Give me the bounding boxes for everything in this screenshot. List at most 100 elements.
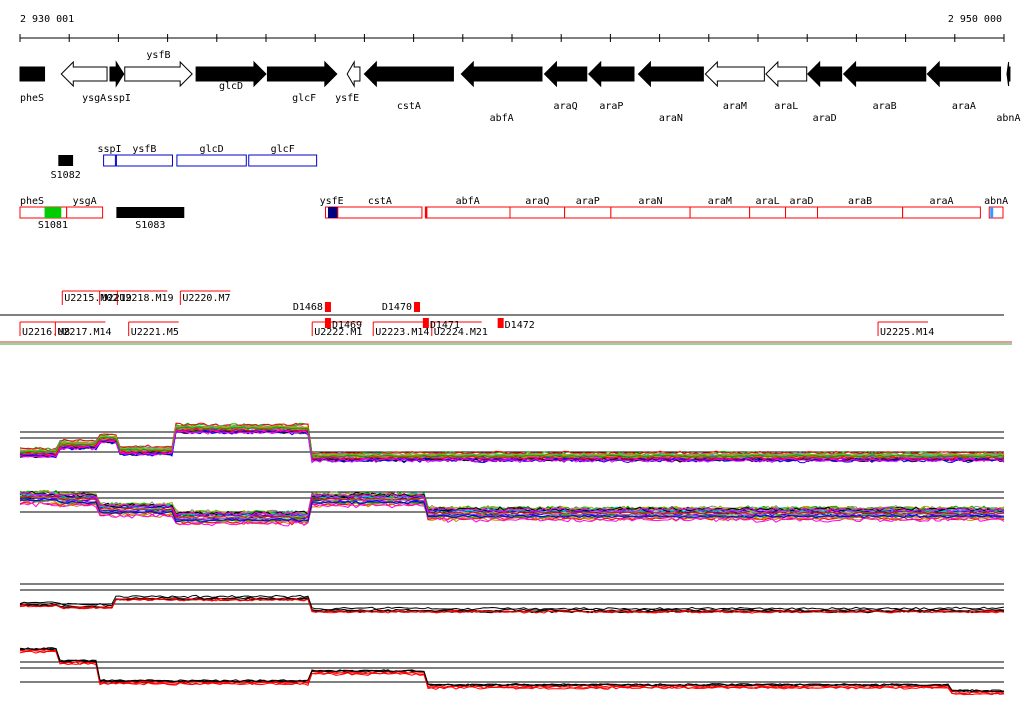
gene-arrow-ysfE [346,60,361,88]
red-box-araM [689,206,751,219]
gene-arrow-abfA [460,60,543,88]
profile-panel-2-curve [19,495,1005,519]
gene-arrow-araL [765,60,808,88]
profile-panel-3-curve [19,594,1005,611]
red-box-araD [785,206,819,219]
gene-arrow-pheS [19,66,46,82]
gene-arrow-track: pheS ysgA sspI ysfB glcD glcF ysfE cstA abfA araQ… [19,50,1020,124]
feature-S1083 [116,207,185,218]
red-box-araQ [509,206,566,219]
gene-label-araN: araN [659,113,683,124]
red-box-araL [749,206,787,219]
gene-arrow-araB [842,60,927,88]
d-marker-label-D1470: D1470 [382,302,412,313]
gene-label-abfA: abfA [490,113,514,124]
red-box-label-araA: araA [929,196,953,207]
red-box-ysgA [66,206,104,219]
red-box-label-pheS: pheS [20,196,44,207]
blue-box-glcF [248,154,318,167]
d-marker-D1472 [497,318,504,328]
gene-label-ysfB: ysfB [146,50,170,61]
transcript-label-U2221.M5: U2221.M5 [131,327,179,338]
profile-panel-2-curve [19,501,1005,527]
gene-label-cstA: cstA [397,101,421,112]
profile-panel-2-curve [19,498,1005,523]
gene-label-araP: araP [599,101,623,112]
red-box-araP [564,206,612,219]
transcript-label-U2215.M02: U2215.M02 [64,293,118,304]
red-box-label-araD: araD [789,196,813,207]
blue-box-ysfB [115,154,173,167]
profile-panel-4-curve [19,649,1005,696]
red-box-label-araB: araB [848,196,872,207]
transcript-label-U2224.M21: U2224.M21 [434,327,488,338]
d-marker-D1469 [324,318,331,328]
red-box-abfA [424,206,511,219]
profile-panel-4-curve [19,647,1005,693]
transcript-label-U2217.M14: U2217.M14 [57,327,111,338]
gene-arrow-araQ [543,60,588,88]
gene-label-glcD: glcD [219,81,243,92]
gene-arrow-cstA [363,60,454,88]
d-marker-label-D1471: D1471 [430,320,460,331]
lightblue-fill [990,207,994,218]
gene-arrow-araN [637,60,704,88]
profile-panel-1-curve [19,422,1005,456]
transcript-label-U2220.M7: U2220.M7 [182,293,230,304]
profile-panel-4-curve [19,648,1005,694]
gene-arrow-ysgA [60,60,108,88]
gene-label-araD: araD [813,113,837,124]
gene-label-ysgA: ysgA [82,93,106,104]
red-box-araN [610,206,691,219]
d-marker-label-D1472: D1472 [505,320,535,331]
gene-label-araB: araB [873,101,897,112]
d-marker-label-D1469: D1469 [332,320,362,331]
profile-panel-4-curve [19,647,1005,693]
feature-label-S1083: S1083 [135,220,165,231]
gene-label-abnA: abnA [996,113,1020,124]
gene-label-araQ: araQ [554,101,578,112]
transcript-label-U2225.M14: U2225.M14 [880,327,934,338]
profile-panel-1-curve [19,426,1005,458]
coordinate-ruler: 2 930 001 2 950 000 [19,14,1005,42]
ruler-start-label: 2 930 001 [20,14,74,25]
blue-box-sspI [103,154,116,167]
profile-panel-3-curve [19,597,1005,614]
profile-panel-2-curve [19,491,1005,517]
gene-arrow-glcD [195,60,267,88]
gene-label-araA: araA [952,101,976,112]
feature-label-S1082: S1082 [51,170,81,181]
red-box-label-araN: araN [638,196,662,207]
red-box-araB [817,206,904,219]
blue-box-glcD [176,154,247,167]
gene-arrow-ysfB [124,60,193,88]
red-box-abnA [988,206,1004,219]
red-box-label-ysfE: ysfE [320,196,344,207]
d-marker-label-D1468: D1468 [293,302,323,313]
gene-arrow-glcF [266,60,338,88]
red-box-label-araP: araP [576,196,600,207]
blue-box-label-glcD: glcD [200,144,224,155]
profile-panel-2-curve [19,493,1005,518]
red-tick [425,207,428,218]
gene-arrow-araP [588,60,635,88]
expression-profile-tracks [19,422,1005,696]
gene-label-ysfE: ysfE [335,93,359,104]
gene-arrow-araM [704,60,765,88]
feature-S1082 [58,155,74,166]
red-box-label-cstA: cstA [368,196,392,207]
green-fill [44,207,62,218]
red-box-label-araL: araL [756,196,780,207]
ruler-end-label: 2 950 000 [948,14,1002,25]
transcript-label-U2219: U2219 [102,293,132,304]
red-box-cstA [337,206,423,219]
blue-box-label-sspI: sspI [97,144,121,155]
gene-label-sspI: sspI [107,93,131,104]
red-box-label-ysgA: ysgA [73,196,97,207]
annotation-box-tracks: sspI ysfB glcD glcF pheS ysgA ysfE cstA abfA araQ… [19,144,1008,231]
transcript-label-U2216.M8: U2216.M8 [22,327,70,338]
gene-label-glcF: glcF [292,93,316,104]
gene-arrow-araD [806,60,843,88]
